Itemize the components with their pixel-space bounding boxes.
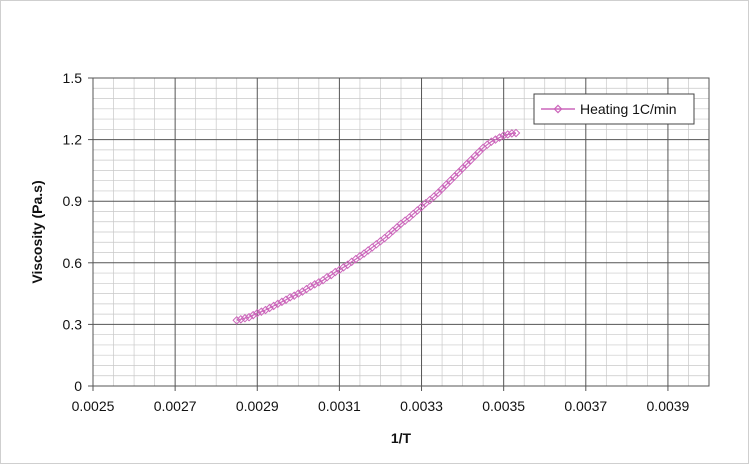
axis-ticks: 0.0025 0.0027 0.0029 0.0031 0.0033 0.0035 0.00… bbox=[63, 70, 690, 414]
y-tick-label: 0.9 bbox=[63, 193, 83, 209]
data-point bbox=[499, 131, 508, 140]
x-tick-label: 0.0031 bbox=[318, 398, 361, 414]
plot-area bbox=[92, 77, 710, 387]
data-point bbox=[273, 299, 283, 309]
legend: Heating 1C/min bbox=[533, 93, 695, 125]
data-point bbox=[257, 307, 266, 316]
legend-label: Heating 1C/min bbox=[580, 101, 677, 117]
y-tick-label: 0.3 bbox=[63, 316, 83, 332]
data-point bbox=[265, 303, 274, 313]
x-tick-label: 0.0039 bbox=[647, 398, 690, 414]
data-point bbox=[495, 133, 504, 142]
data-point bbox=[244, 312, 254, 322]
data-point bbox=[322, 272, 332, 282]
data-point bbox=[458, 164, 467, 173]
series-layer bbox=[232, 128, 521, 325]
data-point bbox=[470, 151, 480, 161]
data-point bbox=[450, 172, 459, 181]
data-point bbox=[433, 188, 443, 198]
data-point bbox=[511, 128, 521, 138]
data-point bbox=[503, 130, 513, 139]
data-point bbox=[445, 176, 455, 185]
data-point bbox=[252, 308, 262, 318]
x-tick-label: 0.0037 bbox=[564, 398, 607, 414]
y-tick-label: 0.6 bbox=[63, 255, 83, 271]
data-point bbox=[277, 297, 287, 307]
x-tick-label: 0.0025 bbox=[72, 398, 115, 414]
x-axis-title: 1/T bbox=[391, 430, 412, 446]
data-point bbox=[310, 280, 320, 289]
data-point bbox=[240, 313, 250, 323]
data-point bbox=[294, 289, 303, 298]
data-point bbox=[491, 135, 500, 144]
data-point bbox=[462, 159, 472, 169]
y-tick-label: 0 bbox=[74, 378, 82, 394]
y-axis-title: Viscosity (Pa.s) bbox=[29, 180, 45, 283]
data-point bbox=[437, 184, 447, 194]
data-point bbox=[269, 301, 279, 311]
data-point bbox=[248, 310, 258, 320]
x-tick-label: 0.0027 bbox=[154, 398, 197, 414]
y-tick-label: 1.2 bbox=[63, 132, 83, 148]
data-point bbox=[261, 305, 270, 315]
data-point bbox=[487, 137, 496, 146]
data-point bbox=[306, 282, 315, 291]
data-point bbox=[285, 292, 295, 302]
data-point bbox=[466, 155, 476, 165]
data-point bbox=[474, 147, 484, 157]
data-point bbox=[314, 277, 324, 287]
x-tick-label: 0.0033 bbox=[400, 398, 443, 414]
data-point bbox=[289, 291, 299, 300]
data-point bbox=[441, 180, 451, 190]
data-point bbox=[454, 168, 463, 177]
legend-marker bbox=[553, 104, 563, 114]
y-tick-label: 1.5 bbox=[63, 70, 83, 86]
x-tick-label: 0.0029 bbox=[236, 398, 279, 414]
x-tick-label: 0.0035 bbox=[482, 398, 525, 414]
grid bbox=[93, 78, 709, 386]
data-point bbox=[507, 129, 517, 138]
data-point bbox=[232, 315, 242, 325]
data-point bbox=[330, 267, 340, 277]
data-point bbox=[236, 314, 246, 324]
